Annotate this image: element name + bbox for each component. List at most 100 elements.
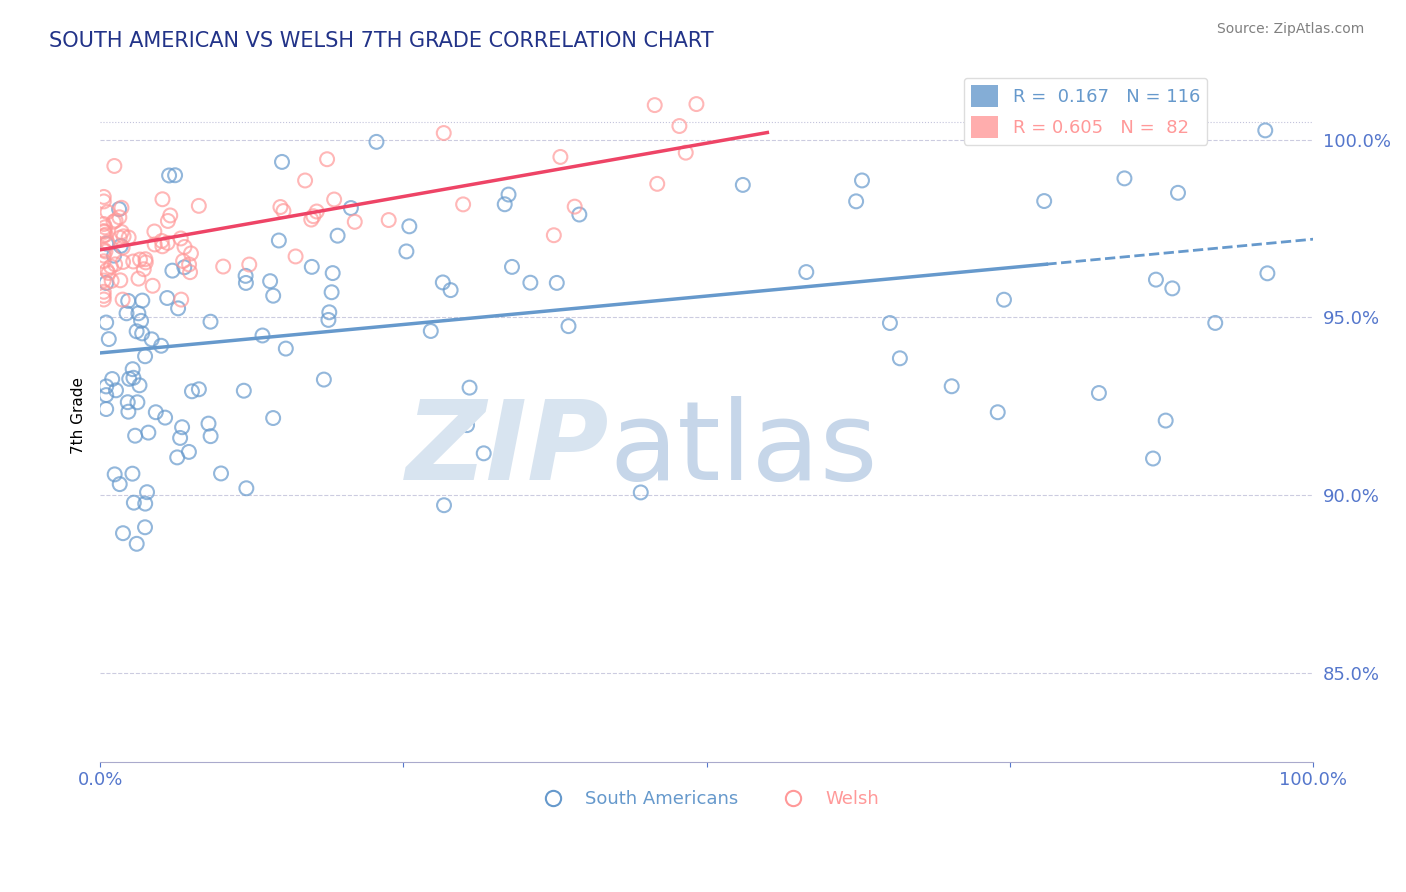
Point	[675, 145, 697, 160]
Point	[121, 362, 143, 376]
Point	[323, 193, 346, 207]
Point	[93, 217, 115, 231]
Point	[1256, 266, 1278, 280]
Point	[93, 224, 115, 238]
Point	[131, 326, 153, 341]
Point	[104, 257, 127, 271]
Point	[110, 239, 132, 253]
Point	[100, 260, 122, 274]
Point	[179, 265, 201, 279]
Point	[117, 293, 139, 308]
Point	[209, 467, 232, 481]
Point	[122, 496, 145, 510]
Point	[1078, 97, 1101, 112]
Point	[668, 119, 690, 133]
Point	[111, 225, 134, 239]
Point	[519, 276, 541, 290]
Point	[110, 201, 132, 215]
Point	[564, 200, 586, 214]
Point	[94, 220, 117, 235]
Point	[550, 150, 572, 164]
Point	[142, 278, 165, 293]
Point	[172, 254, 194, 268]
Point	[150, 339, 173, 353]
Point	[127, 271, 149, 285]
Point	[156, 235, 179, 250]
Point	[93, 289, 115, 303]
Point	[94, 244, 117, 259]
Point	[97, 266, 120, 280]
Point	[108, 211, 131, 225]
Point	[127, 395, 149, 409]
Point	[125, 537, 148, 551]
Point	[93, 254, 115, 268]
Point	[96, 276, 118, 290]
Point	[96, 235, 118, 250]
Point	[1088, 386, 1111, 401]
Point	[153, 410, 176, 425]
Point	[165, 168, 187, 182]
Point	[122, 254, 145, 268]
Point	[794, 265, 817, 279]
Point	[238, 258, 260, 272]
Point	[104, 213, 127, 227]
Point	[232, 384, 254, 398]
Text: atlas: atlas	[610, 396, 879, 503]
Y-axis label: 7th Grade: 7th Grade	[72, 376, 86, 454]
Point	[96, 379, 118, 393]
Point	[131, 293, 153, 308]
Point	[129, 252, 152, 267]
Point	[121, 467, 143, 481]
Point	[132, 262, 155, 277]
Point	[498, 187, 520, 202]
Point	[267, 234, 290, 248]
Point	[138, 425, 160, 440]
Point	[156, 214, 179, 228]
Point	[1114, 171, 1136, 186]
Point	[111, 293, 134, 307]
Point	[440, 283, 463, 297]
Point	[134, 252, 156, 267]
Point	[96, 236, 118, 251]
Text: ZIP: ZIP	[406, 396, 610, 503]
Point	[200, 429, 222, 443]
Point	[128, 378, 150, 392]
Point	[1161, 281, 1184, 295]
Point	[557, 319, 579, 334]
Point	[269, 200, 291, 214]
Point	[134, 497, 156, 511]
Point	[122, 371, 145, 385]
Point	[472, 446, 495, 460]
Point	[93, 225, 115, 239]
Point	[108, 477, 131, 491]
Point	[181, 384, 204, 399]
Point	[321, 285, 343, 300]
Point	[252, 328, 274, 343]
Text: Source: ZipAtlas.com: Source: ZipAtlas.com	[1216, 22, 1364, 37]
Point	[108, 202, 131, 216]
Point	[294, 173, 316, 187]
Point	[343, 215, 366, 229]
Point	[1033, 194, 1056, 208]
Legend: South Americans, Welsh: South Americans, Welsh	[527, 782, 886, 815]
Point	[159, 209, 181, 223]
Point	[96, 205, 118, 219]
Point	[166, 450, 188, 465]
Point	[172, 420, 194, 434]
Point	[1254, 123, 1277, 137]
Point	[301, 260, 323, 274]
Point	[156, 291, 179, 305]
Point	[731, 178, 754, 192]
Point	[1204, 316, 1226, 330]
Point	[377, 213, 399, 227]
Point	[318, 305, 340, 319]
Point	[305, 204, 328, 219]
Point	[105, 384, 128, 398]
Point	[271, 155, 294, 169]
Point	[302, 209, 325, 223]
Point	[494, 197, 516, 211]
Point	[284, 250, 307, 264]
Point	[141, 332, 163, 346]
Point	[197, 417, 219, 431]
Point	[93, 273, 115, 287]
